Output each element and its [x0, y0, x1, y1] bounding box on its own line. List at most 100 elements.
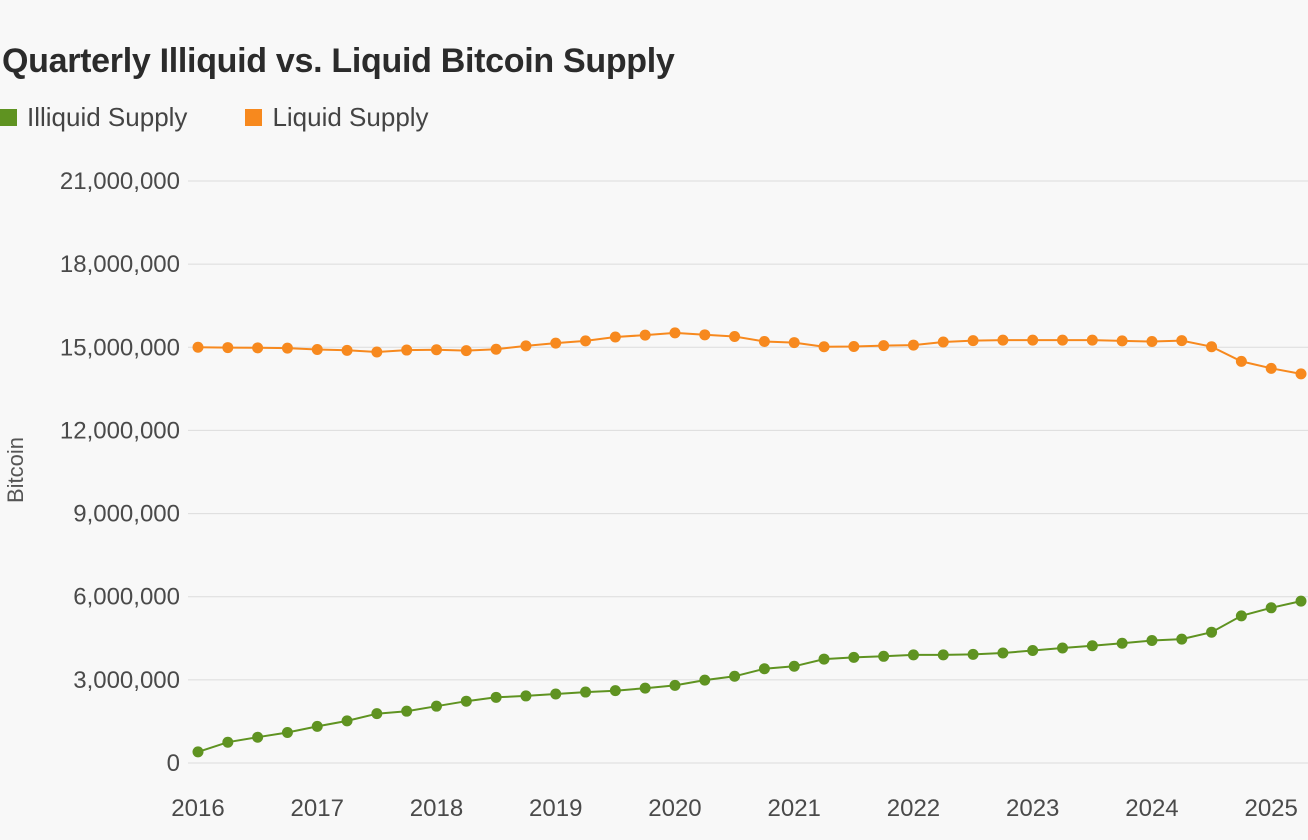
data-point-illiquid [907, 649, 919, 661]
data-point-illiquid [550, 688, 562, 700]
data-point-illiquid [430, 700, 442, 712]
data-point-liquid [520, 340, 532, 352]
legend-label-illiquid: Illiquid Supply [27, 102, 188, 132]
legend: Illiquid Supply Liquid Supply [0, 102, 487, 133]
data-point-liquid [580, 335, 592, 347]
data-point-illiquid [937, 649, 949, 661]
data-point-liquid [818, 341, 830, 353]
series-lines [197, 331, 1302, 753]
x-tick-label: 2021 [768, 795, 821, 822]
legend-swatch-liquid [245, 109, 263, 126]
data-point-liquid [967, 335, 979, 347]
x-tick-label: 2019 [529, 795, 582, 822]
legend-item-illiquid[interactable]: Illiquid Supply [0, 102, 187, 133]
data-point-illiquid [639, 682, 651, 694]
y-tick-label: 18,000,000 [60, 251, 180, 278]
data-point-illiquid [669, 679, 681, 691]
legend-item-liquid[interactable]: Liquid Supply [245, 102, 429, 133]
y-tick-label: 6,000,000 [73, 584, 180, 611]
data-point-liquid [192, 341, 204, 353]
series-points [192, 327, 1307, 758]
data-point-liquid [937, 336, 949, 348]
data-point-illiquid [1027, 644, 1039, 656]
data-point-illiquid [460, 695, 472, 707]
data-point-liquid [878, 340, 890, 352]
x-tick-label: 2016 [171, 795, 224, 822]
data-point-liquid [1206, 341, 1218, 353]
legend-swatch-illiquid [0, 109, 17, 126]
chart-title: Quarterly Illiquid vs. Liquid Bitcoin Su… [2, 42, 675, 80]
data-point-liquid [848, 340, 860, 352]
x-tick-label: 2025 [1244, 795, 1297, 822]
data-point-illiquid [1265, 602, 1277, 614]
data-point-liquid [907, 339, 919, 351]
data-point-illiquid [490, 691, 502, 703]
data-point-illiquid [788, 660, 800, 672]
data-point-illiquid [192, 746, 204, 758]
data-point-illiquid [580, 686, 592, 698]
data-point-liquid [341, 344, 353, 356]
data-point-liquid [490, 343, 502, 355]
data-point-illiquid [1176, 633, 1188, 645]
data-point-illiquid [222, 736, 234, 748]
data-point-liquid [1086, 334, 1098, 346]
data-point-illiquid [1295, 595, 1307, 607]
data-point-liquid [401, 344, 413, 356]
data-point-liquid [729, 330, 741, 342]
data-point-illiquid [1057, 642, 1069, 654]
data-point-illiquid [1146, 635, 1158, 647]
data-point-liquid [639, 329, 651, 341]
data-point-liquid [1235, 355, 1247, 367]
series-line-liquid [197, 331, 1302, 375]
data-point-illiquid [997, 647, 1009, 659]
data-point-liquid [1295, 368, 1307, 380]
data-point-liquid [1146, 335, 1158, 347]
data-point-illiquid [848, 651, 860, 663]
y-tick-label: 21,000,000 [60, 168, 180, 195]
x-tick-label: 2023 [1006, 795, 1059, 822]
data-point-illiquid [967, 648, 979, 660]
data-point-illiquid [878, 650, 890, 662]
data-point-illiquid [818, 653, 830, 665]
data-point-illiquid [341, 715, 353, 727]
y-axis-label: Bitcoin [3, 437, 28, 503]
data-point-illiquid [281, 727, 293, 739]
data-point-illiquid [699, 674, 711, 686]
y-tick-label: 0 [167, 750, 180, 777]
data-point-liquid [699, 329, 711, 341]
y-tick-label: 12,000,000 [60, 417, 180, 444]
x-axis-ticks: 2016 2017 2018 2019 2020 2021 2022 2023 2024 2025 [171, 795, 1298, 822]
data-point-illiquid [401, 705, 413, 717]
x-tick-label: 2018 [410, 795, 463, 822]
data-point-liquid [609, 331, 621, 343]
data-point-liquid [1116, 335, 1128, 347]
x-tick-label: 2024 [1125, 795, 1178, 822]
data-point-liquid [252, 342, 264, 354]
data-point-liquid [281, 342, 293, 354]
data-point-liquid [1027, 334, 1039, 346]
data-point-liquid [758, 335, 770, 347]
data-point-illiquid [371, 708, 383, 720]
data-point-illiquid [1086, 640, 1098, 652]
data-point-illiquid [1116, 637, 1128, 649]
x-tick-label: 2020 [648, 795, 701, 822]
data-point-liquid [311, 344, 323, 356]
data-point-liquid [550, 337, 562, 349]
data-point-liquid [669, 327, 681, 339]
legend-label-liquid: Liquid Supply [272, 102, 429, 132]
x-tick-label: 2017 [291, 795, 344, 822]
data-point-illiquid [311, 720, 323, 732]
data-point-illiquid [1235, 610, 1247, 622]
data-point-illiquid [609, 685, 621, 697]
y-axis-ticks: 0 3,000,000 6,000,000 9,000,000 12,000,000 15… [60, 168, 180, 777]
data-point-illiquid [520, 690, 532, 702]
data-point-illiquid [758, 663, 770, 675]
data-point-liquid [1176, 335, 1188, 347]
data-point-liquid [997, 334, 1009, 346]
data-point-liquid [222, 342, 234, 354]
x-tick-label: 2022 [887, 795, 940, 822]
data-point-liquid [371, 346, 383, 358]
y-tick-label: 3,000,000 [73, 667, 180, 694]
data-point-liquid [788, 337, 800, 349]
data-point-liquid [1057, 334, 1069, 346]
